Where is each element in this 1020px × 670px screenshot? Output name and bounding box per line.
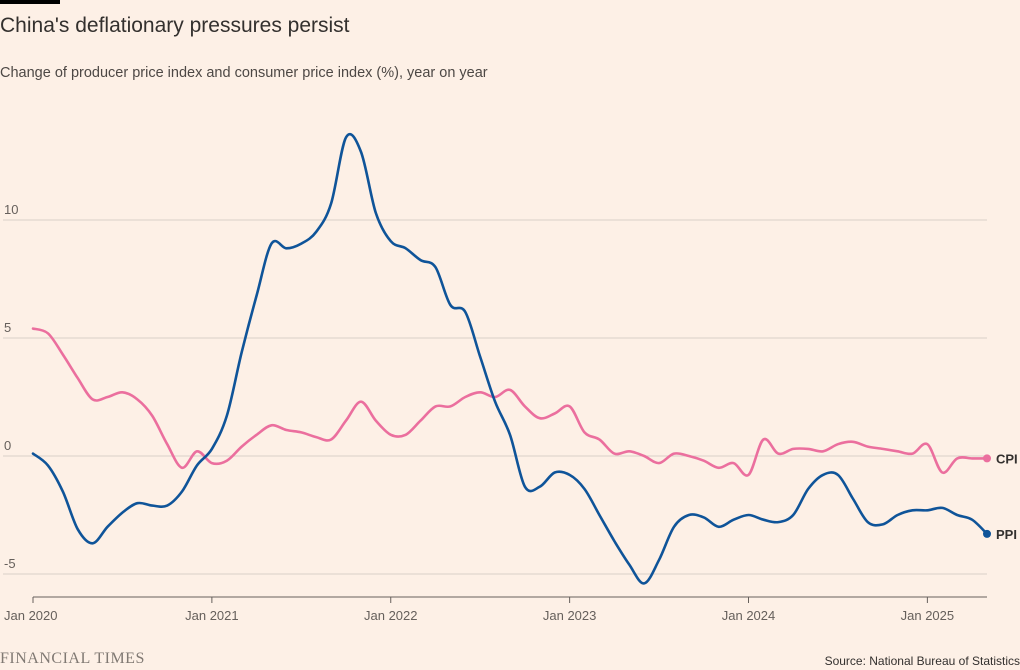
- series-label-cpi: CPI: [996, 451, 1018, 466]
- y-tick-label: 0: [4, 438, 11, 453]
- chart-subtitle: Change of producer price index and consu…: [0, 65, 488, 81]
- x-tick-label: Jan 2023: [543, 608, 597, 623]
- y-tick-label: 5: [4, 320, 11, 335]
- x-tick-label: Jan 2025: [901, 608, 955, 623]
- ft-logo: FINANCIAL TIMES: [0, 650, 145, 667]
- series-label-ppi: PPI: [996, 527, 1017, 542]
- x-tick-label: Jan 2021: [185, 608, 239, 623]
- y-tick-label: -5: [4, 556, 16, 571]
- x-tick-label: Jan 2020: [4, 608, 58, 623]
- series-end-marker-cpi: [983, 454, 991, 463]
- series-line-cpi: [31, 327, 989, 477]
- y-tick-label: 10: [4, 202, 18, 217]
- x-tick-label: Jan 2024: [722, 608, 776, 623]
- series-labels: CPI PPI: [983, 451, 1018, 542]
- brand-top-bar: [0, 0, 60, 4]
- chart-title: China's deflationary pressures persist: [0, 14, 350, 37]
- gridlines: -5 0 5 10: [3, 202, 987, 575]
- x-axis: Jan 2020 Jan 2021 Jan 2022 Jan 2023 Jan 2024…: [4, 596, 987, 623]
- series-end-marker-ppi: [983, 529, 991, 538]
- x-tick-label: Jan 2022: [364, 608, 418, 623]
- source-note: Source: National Bureau of Statistics: [824, 654, 1020, 668]
- series-line-ppi: [31, 132, 989, 585]
- series-lines: [31, 132, 989, 585]
